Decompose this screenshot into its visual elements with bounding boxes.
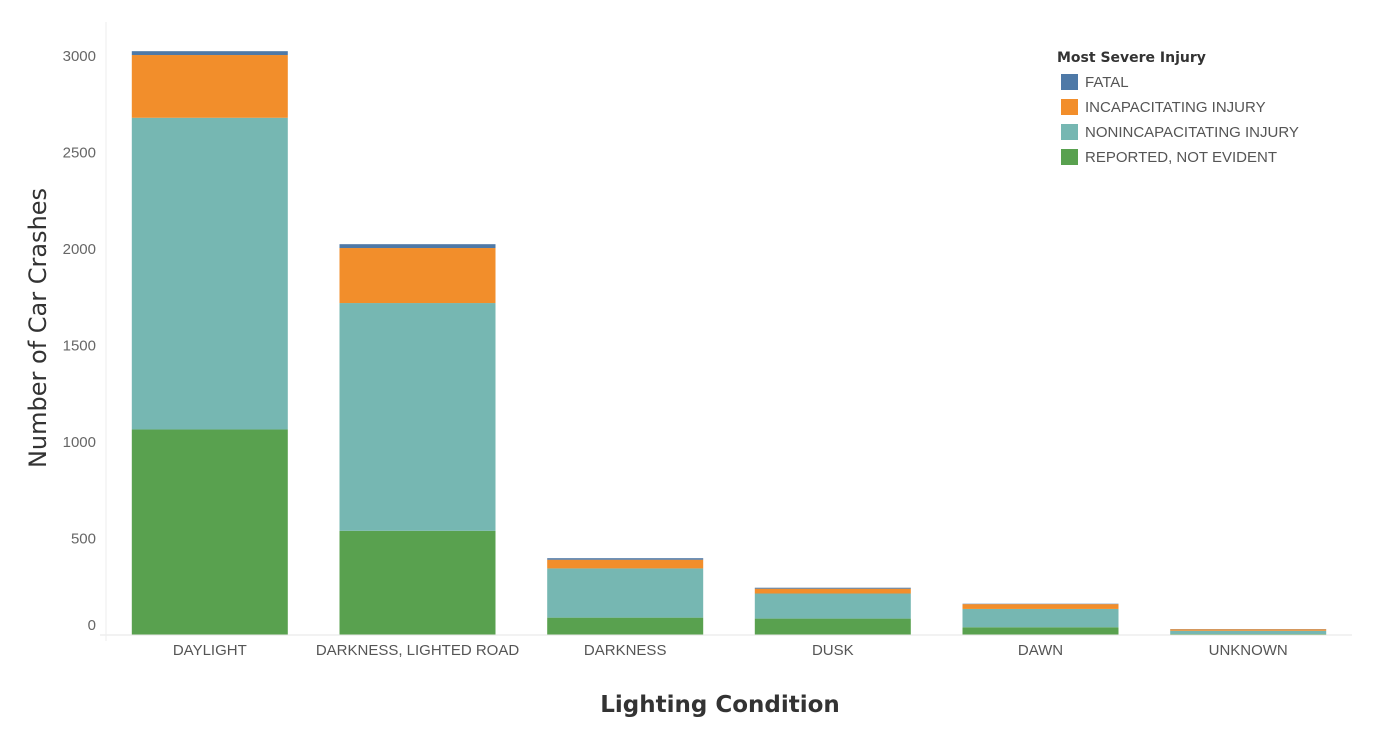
- bar-segment: [754, 588, 911, 594]
- bar-segment: [962, 608, 1119, 628]
- bar-segment: [339, 244, 496, 249]
- y-tick-label: 2500: [63, 145, 96, 162]
- bar-segment: [962, 604, 1119, 609]
- legend-label: REPORTED, NOT EVIDENT: [1085, 149, 1277, 166]
- x-category-label: DUSK: [812, 642, 854, 659]
- legend-label: INCAPACITATING INJURY: [1085, 99, 1266, 116]
- y-tick-label: 0: [88, 617, 96, 634]
- bar-segment: [754, 593, 911, 619]
- bar-segment: [547, 568, 704, 618]
- x-category-labels: DAYLIGHT DARKNESS, LIGHTED ROAD DARKNESS DU…: [173, 642, 1288, 659]
- bar-segment: [754, 618, 911, 636]
- legend-swatch: [1061, 74, 1078, 90]
- y-tick-label: 1000: [63, 434, 96, 451]
- legend-swatch: [1061, 124, 1078, 140]
- bar-segment: [131, 51, 288, 56]
- y-tick-labels: 0 500 1000 1500 2000 2500 3000: [63, 48, 96, 634]
- x-category-label: DAYLIGHT: [173, 642, 247, 659]
- legend: Most Severe Injury FATAL INCAPACITATING I…: [1057, 50, 1299, 166]
- bar-segment: [547, 558, 704, 560]
- y-tick-label: 3000: [63, 48, 96, 65]
- y-tick-label: 1500: [63, 338, 96, 355]
- y-tick-label: 2000: [63, 241, 96, 258]
- bar-segment: [131, 117, 288, 430]
- y-axis-title: Number of Car Crashes: [24, 188, 52, 468]
- legend-title: Most Severe Injury: [1057, 50, 1206, 66]
- plot-area: [131, 51, 1327, 636]
- x-category-label: UNKNOWN: [1209, 642, 1288, 659]
- bar-segment: [1170, 630, 1327, 635]
- x-category-label: DARKNESS: [584, 642, 667, 659]
- legend-swatch: [1061, 149, 1078, 165]
- bar-segment: [339, 530, 496, 635]
- x-category-label: DAWN: [1018, 642, 1063, 659]
- bar-segment: [131, 55, 288, 118]
- bar-segment: [962, 627, 1119, 635]
- bar-segment: [339, 303, 496, 531]
- bar-segment: [754, 587, 911, 589]
- bar-segment: [131, 429, 288, 635]
- x-category-label: DARKNESS, LIGHTED ROAD: [316, 642, 520, 659]
- bar-segment: [547, 617, 704, 635]
- bar-segment: [339, 248, 496, 304]
- legend-swatch: [1061, 99, 1078, 115]
- bar-segment: [547, 559, 704, 569]
- bar-segment: [1170, 629, 1327, 631]
- legend-label: FATAL: [1085, 74, 1129, 91]
- x-axis-title: Lighting Condition: [600, 692, 840, 718]
- y-tick-label: 500: [71, 531, 96, 548]
- legend-label: NONINCAPACITATING INJURY: [1085, 124, 1299, 141]
